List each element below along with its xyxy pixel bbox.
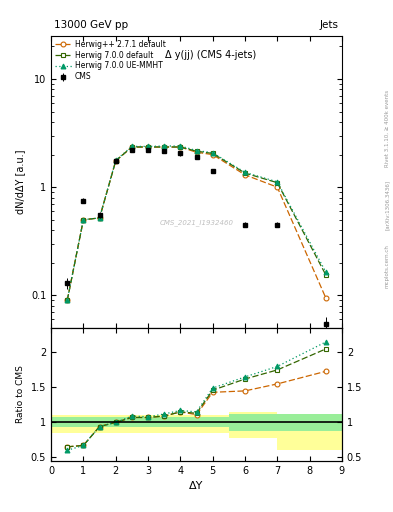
Herwig 7.0.0 UE-MMHT — [323, 269, 328, 275]
Text: [arXiv:1306.3436]: [arXiv:1306.3436] — [385, 180, 390, 230]
Herwig 7.0.0 default — [130, 144, 134, 150]
Herwig 7.0.0 default — [146, 144, 151, 150]
Herwig 7.0.0 default — [65, 297, 70, 304]
Herwig++ 2.7.1 default — [65, 297, 70, 304]
Herwig++ 2.7.1 default — [194, 149, 199, 155]
Herwig 7.0.0 UE-MMHT — [275, 179, 280, 185]
Herwig 7.0.0 default — [178, 144, 183, 150]
Text: CMS_2021_I1932460: CMS_2021_I1932460 — [160, 220, 233, 226]
Text: mcplots.cern.ch: mcplots.cern.ch — [385, 244, 390, 288]
Herwig++ 2.7.1 default — [113, 158, 118, 164]
X-axis label: ΔY: ΔY — [189, 481, 204, 491]
Text: 13000 GeV pp: 13000 GeV pp — [54, 20, 128, 30]
Herwig 7.0.0 UE-MMHT — [210, 150, 215, 156]
Line: Herwig++ 2.7.1 default: Herwig++ 2.7.1 default — [65, 144, 328, 303]
Herwig++ 2.7.1 default — [162, 144, 167, 150]
Y-axis label: dN/dΔY [a.u.]: dN/dΔY [a.u.] — [15, 150, 26, 214]
Herwig 7.0.0 UE-MMHT — [113, 157, 118, 163]
Text: Rivet 3.1.10, ≥ 400k events: Rivet 3.1.10, ≥ 400k events — [385, 90, 390, 166]
Herwig 7.0.0 UE-MMHT — [242, 169, 247, 176]
Herwig 7.0.0 UE-MMHT — [146, 143, 151, 150]
Herwig 7.0.0 default — [275, 180, 280, 186]
Herwig 7.0.0 UE-MMHT — [81, 217, 86, 223]
Text: Jets: Jets — [320, 20, 339, 30]
Text: Δ y(jj) (CMS 4-jets): Δ y(jj) (CMS 4-jets) — [165, 51, 257, 60]
Herwig 7.0.0 UE-MMHT — [97, 215, 102, 221]
Herwig++ 2.7.1 default — [210, 152, 215, 158]
Herwig++ 2.7.1 default — [146, 144, 151, 150]
Herwig++ 2.7.1 default — [97, 215, 102, 221]
Herwig 7.0.0 default — [113, 158, 118, 164]
Y-axis label: Ratio to CMS: Ratio to CMS — [16, 366, 25, 423]
Herwig 7.0.0 default — [81, 217, 86, 223]
Herwig 7.0.0 UE-MMHT — [65, 297, 70, 304]
Legend: Herwig++ 2.7.1 default, Herwig 7.0.0 default, Herwig 7.0.0 UE-MMHT, CMS: Herwig++ 2.7.1 default, Herwig 7.0.0 def… — [53, 38, 167, 83]
Line: Herwig 7.0.0 UE-MMHT: Herwig 7.0.0 UE-MMHT — [65, 143, 328, 303]
Herwig++ 2.7.1 default — [275, 184, 280, 190]
Herwig 7.0.0 default — [242, 170, 247, 176]
Herwig 7.0.0 UE-MMHT — [162, 143, 167, 149]
Herwig 7.0.0 default — [194, 148, 199, 154]
Herwig 7.0.0 default — [210, 151, 215, 157]
Herwig++ 2.7.1 default — [242, 172, 247, 178]
Herwig++ 2.7.1 default — [130, 144, 134, 150]
Herwig 7.0.0 UE-MMHT — [194, 147, 199, 154]
Herwig 7.0.0 UE-MMHT — [130, 143, 134, 150]
Herwig 7.0.0 UE-MMHT — [178, 143, 183, 149]
Herwig 7.0.0 default — [323, 272, 328, 278]
Herwig++ 2.7.1 default — [178, 144, 183, 150]
Herwig 7.0.0 default — [97, 215, 102, 221]
Herwig++ 2.7.1 default — [81, 217, 86, 223]
Line: Herwig 7.0.0 default: Herwig 7.0.0 default — [65, 144, 328, 303]
Herwig++ 2.7.1 default — [323, 295, 328, 301]
Herwig 7.0.0 default — [162, 144, 167, 150]
